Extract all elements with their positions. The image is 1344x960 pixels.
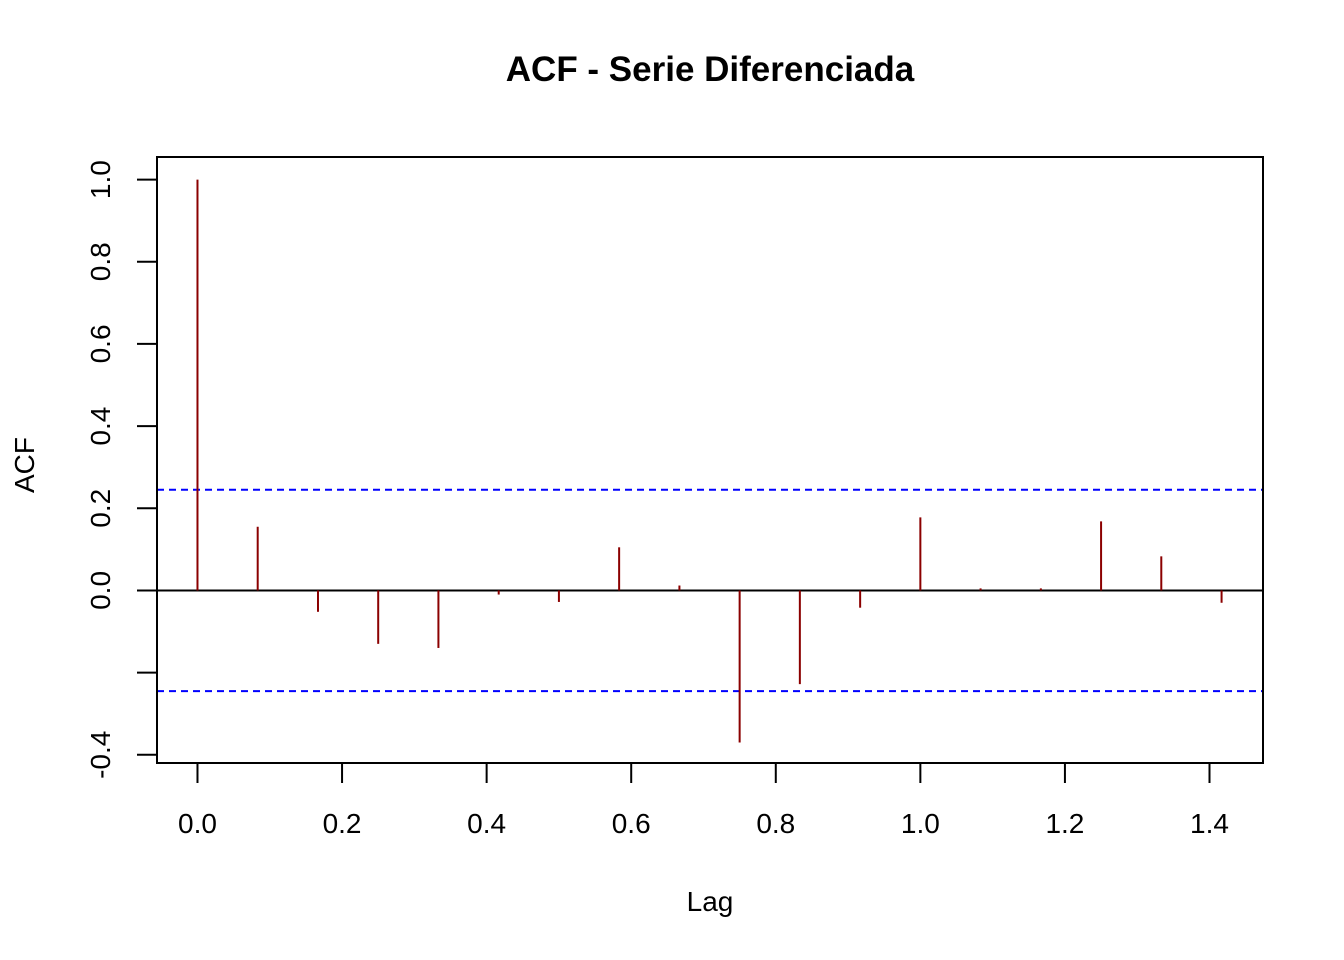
y-tick-label: 0.4	[85, 407, 116, 446]
confidence-bounds	[157, 488, 1263, 693]
x-tick-label: 0.8	[756, 808, 795, 839]
x-tick-label: 0.4	[467, 808, 506, 839]
plot-frame	[156, 156, 1264, 764]
y-tick-label: 0.6	[85, 324, 116, 363]
x-axis: 0.0 0.2 0.4 0.6 0.8 1.0 1.2 1.4	[178, 762, 1229, 839]
x-tick-label: 0.0	[178, 808, 217, 839]
x-tick-label: 1.4	[1190, 808, 1229, 839]
y-tick-label: 0.2	[85, 489, 116, 528]
y-tick-label: 1.0	[85, 160, 116, 199]
y-tick-label: 0.0	[85, 571, 116, 610]
x-tick-label: 1.0	[901, 808, 940, 839]
chart-title: ACF - Serie Diferenciada	[506, 50, 915, 89]
y-tick-label: -0.4	[85, 731, 116, 779]
y-tick-label: 0.8	[85, 242, 116, 281]
x-tick-label: 0.6	[612, 808, 651, 839]
y-axis-title: ACF	[9, 437, 40, 493]
x-tick-label: 0.2	[323, 808, 362, 839]
acf-bars	[196, 179, 1223, 743]
x-tick-label: 1.2	[1045, 808, 1084, 839]
x-axis-title: Lag	[687, 886, 734, 917]
y-axis: -0.4 0.0 0.2 0.4 0.6 0.8 1.0	[85, 160, 158, 779]
